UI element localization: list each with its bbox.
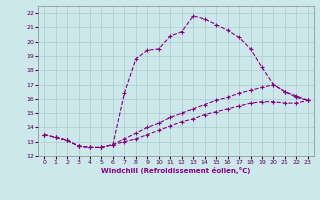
X-axis label: Windchill (Refroidissement éolien,°C): Windchill (Refroidissement éolien,°C) [101, 167, 251, 174]
